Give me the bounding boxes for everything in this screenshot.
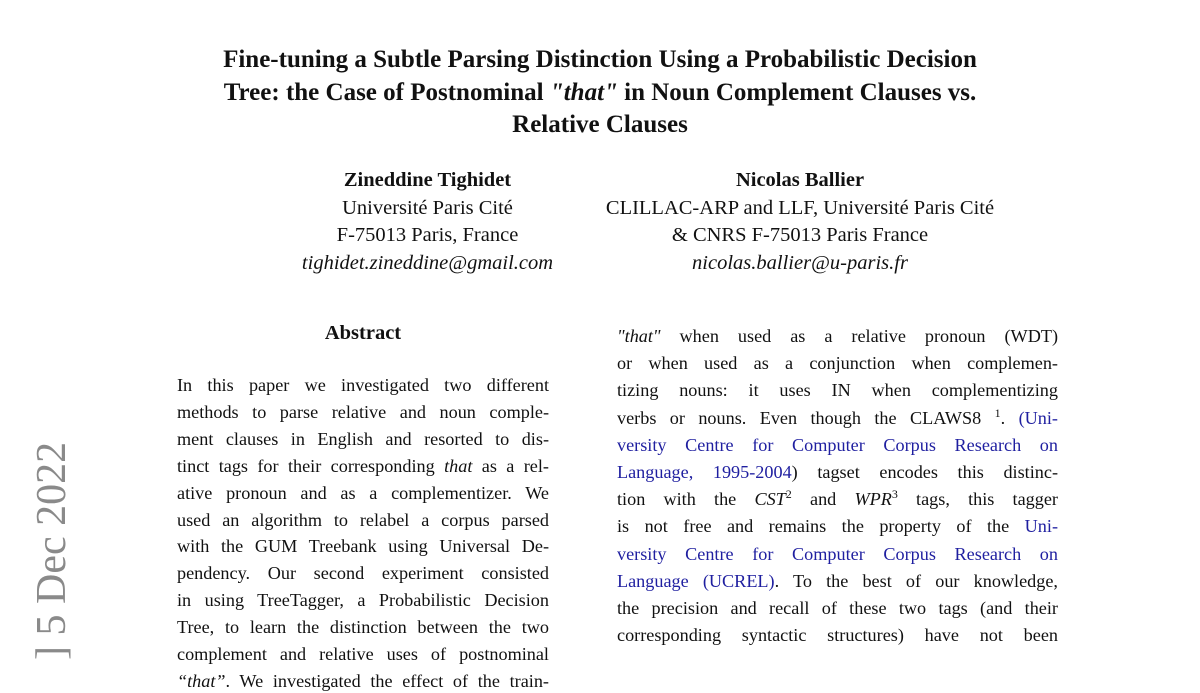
text-span: used an algorithm to relabel a corpus pa… <box>177 509 549 530</box>
author-email: nicolas.ballier@u-paris.fr <box>692 251 908 274</box>
text-span: Fine-tuning a Subtle Parsing Distinction… <box>223 46 977 73</box>
author-name: Nicolas Ballier <box>735 169 865 191</box>
text-span: Tree: the Case of Postnominal <box>223 78 550 106</box>
text-line: in using TreeTagger, a Probabilistic Dec… <box>177 588 549 612</box>
text-line: “that”. We investigated the effect of th… <box>177 669 549 693</box>
paper-title: Fine-tuning a Subtle Parsing Distinction… <box>0 44 1200 142</box>
text-line: used an algorithm to relabel a corpus pa… <box>177 508 549 532</box>
text-line: ment clauses in English and resorted to … <box>177 427 549 451</box>
text-span: ative pronoun and as a complementizer. W… <box>177 482 549 503</box>
footnote-marker[interactable]: 2 <box>785 487 792 502</box>
text-span: ) tagset encodes this distinc- <box>791 462 1058 482</box>
text-line: tinct tags for their corresponding that … <box>177 454 549 478</box>
text-line: In this paper we investigated two differ… <box>177 373 549 397</box>
abstract-heading: Abstract <box>324 322 402 344</box>
text-line: versity Centre for Computer Corpus Resea… <box>617 433 1058 457</box>
text-line: the precision and recall of these two ta… <box>617 596 1058 620</box>
text-line: Language (UCREL). To the best of our kno… <box>617 569 1058 593</box>
text-span: Relative Clauses <box>512 111 688 138</box>
text-span: in using TreeTagger, a Probabilistic Dec… <box>177 590 549 611</box>
title-line: Fine-tuning a Subtle Parsing Distinction… <box>0 44 1200 77</box>
text-span: in Noun Complement Clauses vs. <box>617 78 977 106</box>
text-span: “that” <box>177 670 226 691</box>
text-span: "that" <box>549 78 618 106</box>
text-span: tion with the <box>617 489 755 510</box>
text-line: Language, 1995-2004) tagset encodes this… <box>617 460 1058 484</box>
text-span: or when used as a conjunction when compl… <box>617 353 1058 374</box>
title-line: Relative Clauses <box>0 109 1200 142</box>
text-span: tags, this tagger <box>897 489 1058 510</box>
citation-link[interactable]: versity Centre for Computer Corpus Resea… <box>617 543 1058 564</box>
citation-link[interactable]: versity Centre for Computer Corpus Resea… <box>617 434 1058 455</box>
text-line: methods to parse relative and noun compl… <box>177 400 549 424</box>
author-name: Zineddine Tighidet <box>343 169 512 191</box>
text-span: . We investigated the effect of the trai… <box>225 670 549 691</box>
text-span: as a rel- <box>472 455 549 476</box>
text-line: is not free and remains the property of … <box>617 514 1058 538</box>
text-span: tizing nouns: it uses IN when complement… <box>617 380 1058 401</box>
text-line: pendency. Our second experiment consiste… <box>177 561 549 585</box>
text-line: with the GUM Treebank using Universal De… <box>177 534 549 558</box>
text-span: . <box>1000 407 1019 428</box>
text-span: WPR <box>854 489 892 510</box>
text-line: corresponding syntactic structures) have… <box>617 623 1058 647</box>
text-span: In this paper we investigated two differ… <box>177 375 549 395</box>
text-span: and <box>791 489 855 510</box>
text-span: methods to parse relative and noun compl… <box>177 401 549 422</box>
text-span: with the GUM Treebank using Universal De… <box>177 536 549 557</box>
footnote-marker[interactable]: 1 <box>994 405 1001 420</box>
text-span: is not free and remains the property of … <box>617 516 1025 537</box>
text-line: "that" when used as a relative pronoun (… <box>617 324 1058 348</box>
text-line: complement and relative uses of postnomi… <box>177 642 549 666</box>
author-affiliation: Université Paris Cité <box>342 196 513 219</box>
text-span: the precision and recall of these two ta… <box>617 598 1058 618</box>
footnote-marker[interactable]: 3 <box>891 487 898 502</box>
text-span: tinct tags for their corresponding <box>177 455 445 476</box>
arxiv-stamp: ] 5 Dec 2022 <box>29 441 75 660</box>
text-line: ative pronoun and as a complementizer. W… <box>177 481 549 505</box>
author-email: tighidet.zineddine@gmail.com <box>301 251 554 274</box>
text-span: verbs or nouns. Even though the CLAWS8 <box>617 407 995 428</box>
citation-link[interactable]: (Uni- <box>1018 407 1058 428</box>
text-span: . To the best of our knowledge, <box>774 570 1058 591</box>
text-line: verbs or nouns. Even though the CLAWS8 1… <box>617 406 1058 430</box>
text-span: pendency. Our second experiment consiste… <box>177 563 549 584</box>
text-line: tion with the CST2 and WPR3 tags, this t… <box>617 487 1058 511</box>
title-line: Tree: the Case of Postnominal "that" in … <box>0 77 1200 110</box>
text-span: corresponding syntactic structures) have… <box>617 625 1058 646</box>
author-address: & CNRS F-75013 Paris France <box>671 224 929 246</box>
text-line: versity Centre for Computer Corpus Resea… <box>617 542 1058 566</box>
text-span: that <box>444 455 473 476</box>
text-span: complement and relative uses of postnomi… <box>177 644 549 664</box>
citation-link[interactable]: Uni- <box>1024 516 1058 537</box>
text-span: CST <box>754 489 786 510</box>
text-span: ment clauses in English and resorted to … <box>177 428 549 449</box>
author-address: F-75013 Paris, France <box>336 224 519 246</box>
text-line: or when used as a conjunction when compl… <box>617 351 1058 375</box>
text-line: Tree, to learn the distinction between t… <box>177 615 549 639</box>
author-block: Zineddine Tighidet Université Paris Cité… <box>250 167 605 277</box>
text-span: Tree, to learn the distinction between t… <box>177 617 549 638</box>
author-block: Nicolas Ballier CLILLAC-ARP and LLF, Uni… <box>560 167 1040 277</box>
author-affiliation: CLILLAC-ARP and LLF, Université Paris Ci… <box>605 196 995 219</box>
citation-link[interactable]: Language (UCREL) <box>617 570 775 591</box>
text-span: when used as a relative pronoun (WDT) <box>660 326 1058 346</box>
text-span: "that" <box>617 326 661 346</box>
text-line: tizing nouns: it uses IN when complement… <box>617 378 1058 402</box>
citation-link[interactable]: Language, 1995-2004 <box>617 462 792 482</box>
